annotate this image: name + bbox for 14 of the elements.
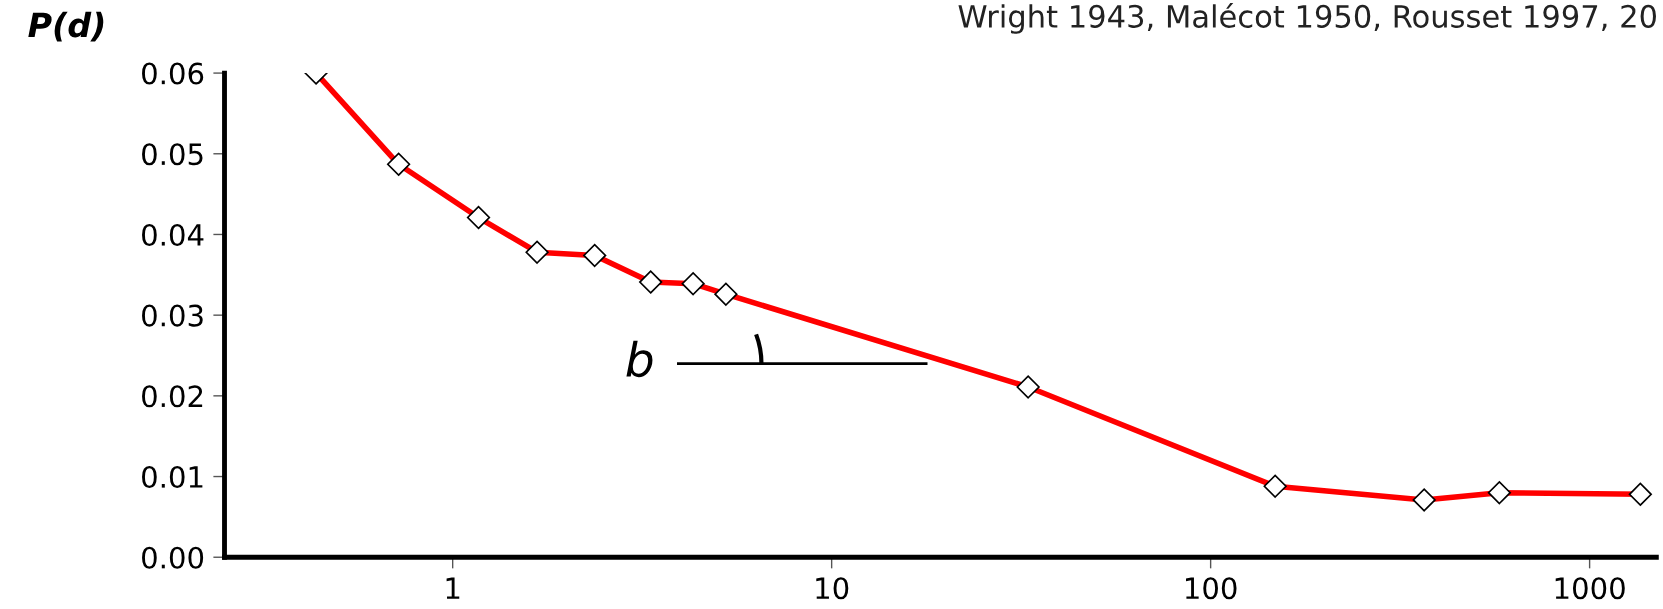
x-tick-label: 1 xyxy=(446,577,460,599)
x-tick-label: 1000 xyxy=(1555,577,1625,600)
x-tick-label: 100 xyxy=(1186,577,1237,600)
y-tick-label: 0.02 xyxy=(142,385,203,408)
y-tick-label: 0.04 xyxy=(142,223,204,246)
annotation: b xyxy=(626,340,653,378)
y-tick-label: 0.00 xyxy=(142,546,204,569)
y-tick-label: 0.05 xyxy=(142,143,203,166)
y-axis-title: P(d) xyxy=(28,11,104,42)
x-tick-label: 10 xyxy=(816,577,849,600)
chart-title: Wright 1943, Malécot 1950, Rousset 1997, 20 xyxy=(958,3,1656,34)
y-tick-label: 0.03 xyxy=(142,304,203,327)
y-tick-label: 0.01 xyxy=(142,465,203,489)
y-tick-label: 0.06 xyxy=(142,62,204,85)
